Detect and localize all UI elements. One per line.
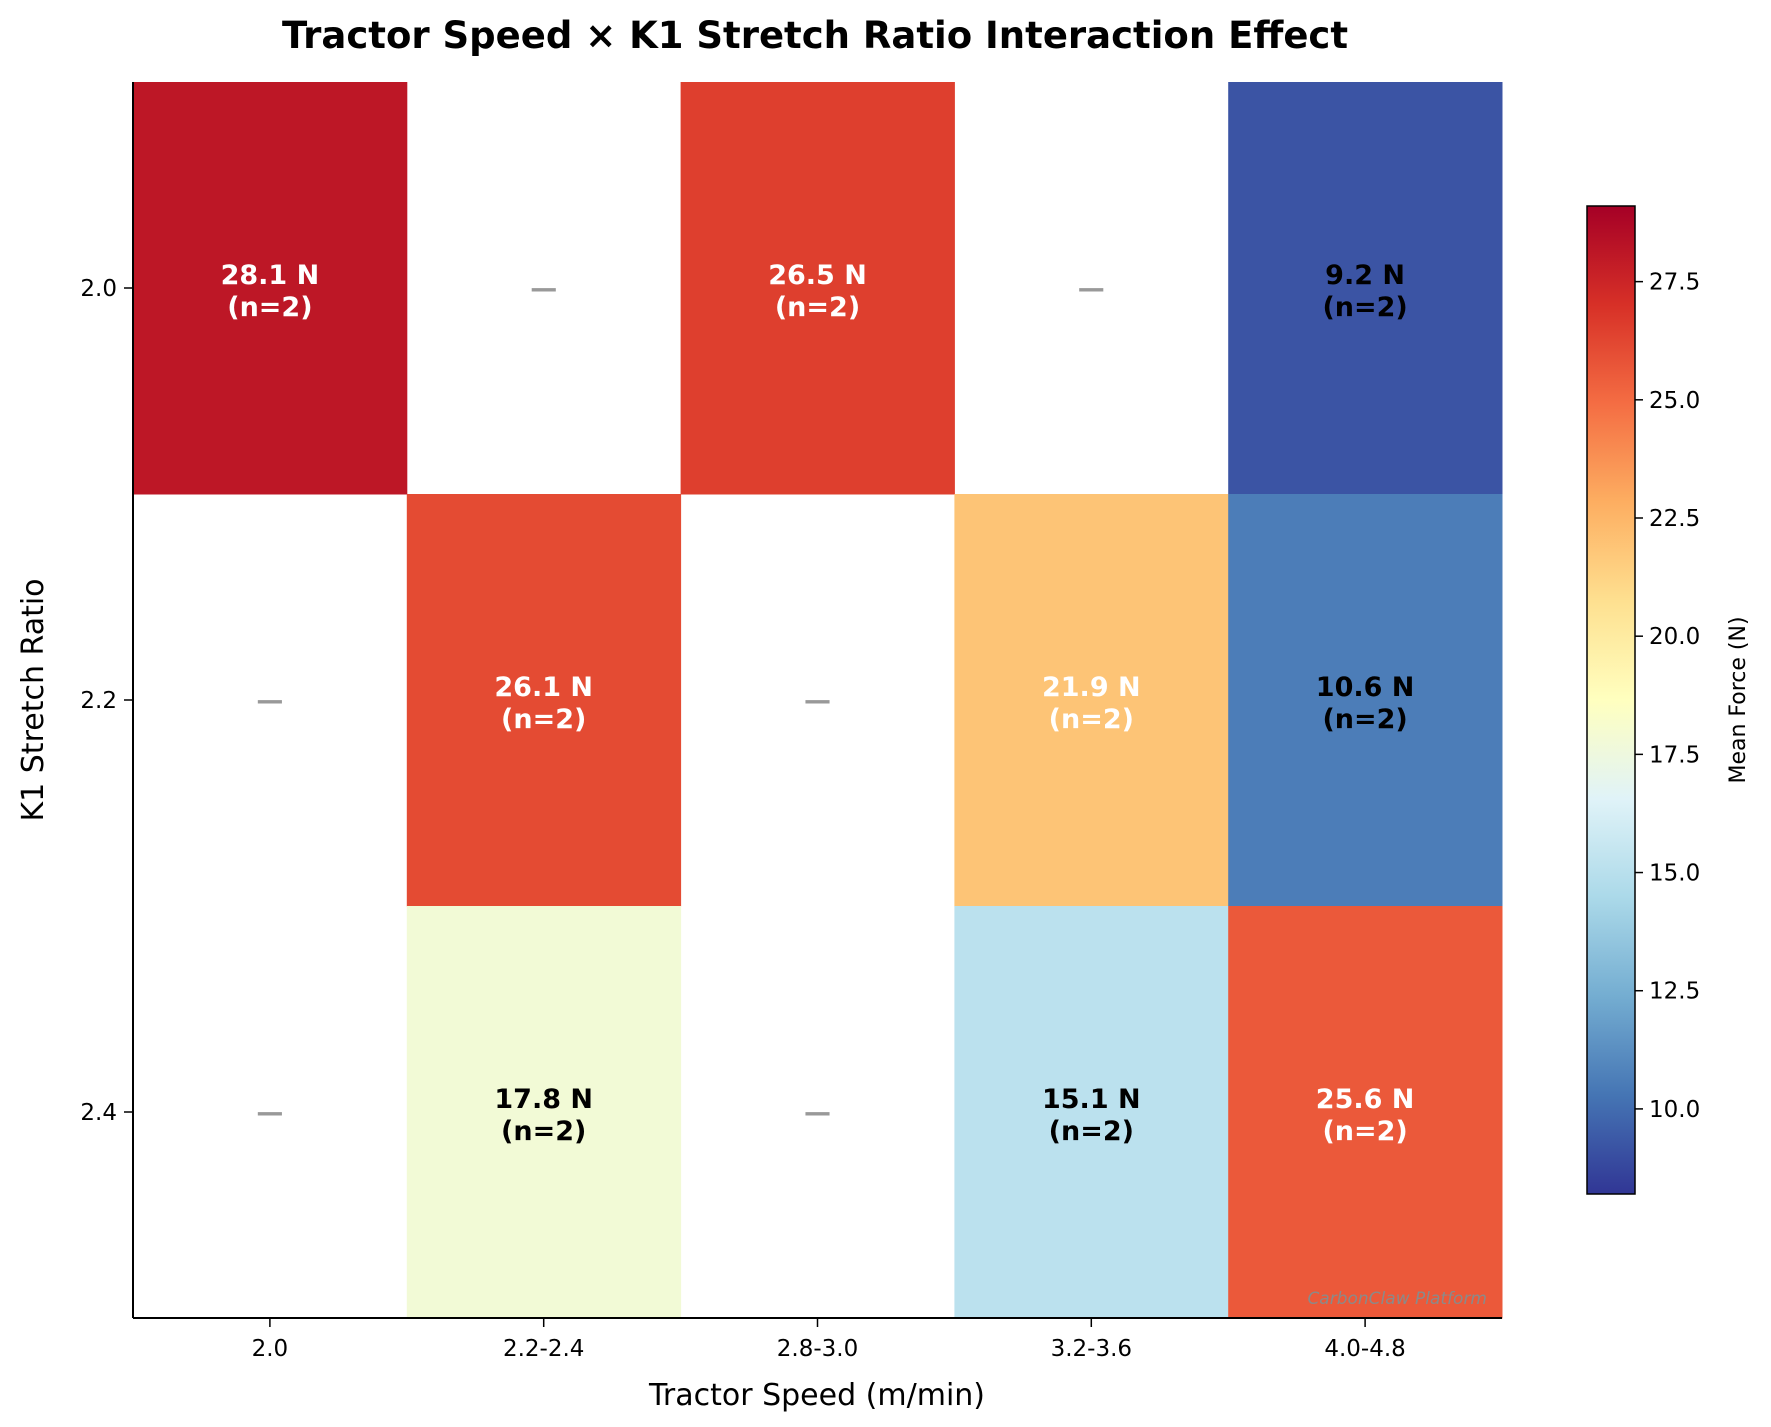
- cell-count-label: (n=2): [1322, 1116, 1407, 1147]
- colorbar-tick-label: 27.5: [1649, 270, 1700, 296]
- y-tick-label: 2.2: [80, 688, 117, 714]
- heatmap-cell: [1228, 906, 1503, 1319]
- heatmap-cell: [406, 494, 682, 907]
- x-tick-label: 3.2-3.6: [1051, 1336, 1132, 1362]
- heatmap-cell: [954, 494, 1229, 907]
- y-tick-label: 2.4: [80, 1100, 117, 1126]
- x-tick-label: 2.8-3.0: [777, 1336, 858, 1362]
- cell-count-label: (n=2): [501, 704, 586, 735]
- heatmap-cell: [1228, 82, 1503, 495]
- colorbar-ticks: 10.0 12.5 15.0 17.5 20.0 22.5 25.0 27.5: [1635, 270, 1700, 1123]
- y-axis-label: K1 Stretch Ratio: [16, 578, 51, 821]
- x-tick-label: 2.2-2.4: [503, 1336, 584, 1362]
- cell-value-label: 28.1 N: [221, 260, 320, 291]
- colorbar-tick-label: 17.5: [1649, 742, 1700, 768]
- colorbar-tick-label: 20.0: [1649, 624, 1700, 650]
- empty-cell-marker: —: [256, 685, 283, 716]
- colorbar-tick-label: 15.0: [1649, 861, 1700, 887]
- colorbar-label: Mean Force (N): [1726, 616, 1751, 783]
- colorbar-tick-label: 12.5: [1649, 979, 1700, 1005]
- colorbar: [1586, 205, 1636, 1195]
- chart-title: Tractor Speed × K1 Stretch Ratio Interac…: [282, 14, 1348, 57]
- heatmap-cell: [680, 82, 955, 495]
- empty-cell-marker: —: [1078, 273, 1105, 304]
- cell-count-label: (n=2): [1049, 1116, 1134, 1147]
- empty-cell-marker: —: [530, 273, 557, 304]
- heatmap-cell: [1228, 494, 1503, 907]
- heatmap-cell-labels: 28.1 N(n=2)— 26.5 N(n=2)— 9.2 N(n=2)— 26.1 …: [221, 260, 1415, 1147]
- cell-count-label: (n=2): [775, 292, 860, 323]
- cell-count-label: (n=2): [1322, 704, 1407, 735]
- cell-count-label: (n=2): [227, 292, 312, 323]
- cell-count-label: (n=2): [1049, 704, 1134, 735]
- x-tick-label: 2.0: [252, 1336, 289, 1362]
- heatmap-cell: [133, 82, 408, 495]
- colorbar-tick-label: 10.0: [1649, 1097, 1700, 1123]
- cell-count-label: (n=2): [501, 1116, 586, 1147]
- watermark: CarbonClaw Platform: [1307, 1289, 1487, 1309]
- x-axis-ticks: 2.0 2.2-2.4 2.8-3.0 3.2-3.6 4.0-4.8: [252, 1318, 1406, 1362]
- cell-value-label: 9.2 N: [1325, 260, 1405, 291]
- cell-value-label: 26.5 N: [768, 260, 867, 291]
- heatmap-cell: [406, 906, 682, 1319]
- cell-value-label: 25.6 N: [1316, 1084, 1415, 1115]
- y-tick-label: 2.0: [80, 276, 117, 302]
- x-axis-label: Tractor Speed (m/min): [648, 1378, 985, 1413]
- heatmap-cell: [954, 906, 1229, 1319]
- cell-value-label: 17.8 N: [494, 1084, 593, 1115]
- x-tick-label: 4.0-4.8: [1324, 1336, 1405, 1362]
- empty-cell-marker: —: [256, 1097, 283, 1128]
- empty-cell-marker: —: [804, 1097, 831, 1128]
- cell-value-label: 21.9 N: [1042, 672, 1141, 703]
- cell-value-label: 26.1 N: [494, 672, 593, 703]
- cell-count-label: (n=2): [1322, 292, 1407, 323]
- colorbar-tick-label: 22.5: [1649, 506, 1700, 532]
- heatmap-cells: [133, 82, 1503, 1319]
- empty-cell-marker: —: [804, 685, 831, 716]
- y-axis-ticks: 2.0 2.2 2.4: [80, 276, 133, 1126]
- cell-value-label: 15.1 N: [1042, 1084, 1141, 1115]
- colorbar-tick-label: 25.0: [1649, 388, 1700, 414]
- cell-value-label: 10.6 N: [1316, 672, 1415, 703]
